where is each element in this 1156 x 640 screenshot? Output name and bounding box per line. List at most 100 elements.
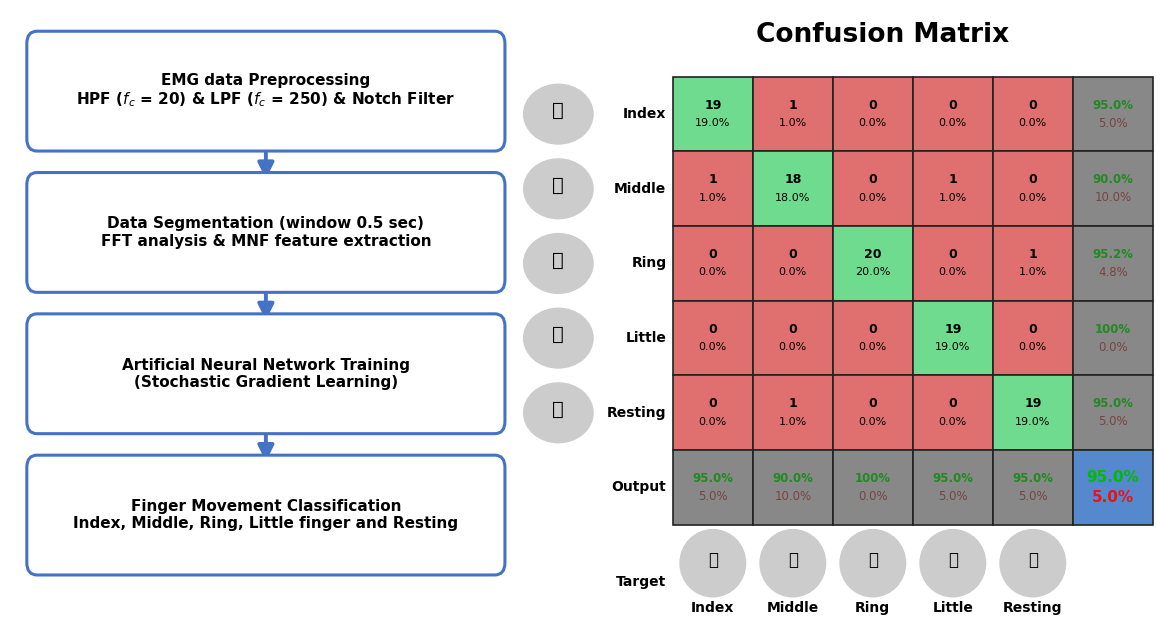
- Text: 1: 1: [1029, 248, 1037, 261]
- Text: 🖐: 🖐: [707, 551, 718, 569]
- Text: 🖐: 🖐: [948, 551, 958, 569]
- Text: 0: 0: [948, 248, 957, 261]
- Text: 0: 0: [948, 397, 957, 410]
- Text: 5.0%: 5.0%: [1018, 490, 1047, 503]
- Ellipse shape: [524, 383, 593, 443]
- Ellipse shape: [840, 530, 905, 596]
- Text: 0.0%: 0.0%: [1018, 118, 1047, 128]
- Text: 1.0%: 1.0%: [779, 118, 807, 128]
- Text: 1.0%: 1.0%: [939, 193, 966, 203]
- Text: 0: 0: [1029, 323, 1037, 335]
- Text: 0.0%: 0.0%: [698, 268, 727, 277]
- Text: Resting: Resting: [1003, 601, 1062, 615]
- Text: 100%: 100%: [854, 472, 891, 485]
- Text: 0: 0: [868, 323, 877, 335]
- Text: 1: 1: [948, 173, 957, 186]
- Text: 🖐: 🖐: [1028, 551, 1038, 569]
- Text: 19: 19: [704, 99, 721, 111]
- Bar: [993, 77, 1073, 152]
- Text: 0: 0: [788, 248, 798, 261]
- Bar: [753, 152, 832, 226]
- Text: 0.0%: 0.0%: [1018, 342, 1047, 352]
- Bar: [673, 77, 753, 152]
- Bar: [913, 376, 993, 450]
- Text: 95.2%: 95.2%: [1092, 248, 1133, 261]
- Text: Finger Movement Classification
Index, Middle, Ring, Little finger and Resting: Finger Movement Classification Index, Mi…: [73, 499, 459, 531]
- Text: 5.0%: 5.0%: [1091, 490, 1134, 505]
- Text: 1.0%: 1.0%: [779, 417, 807, 427]
- Ellipse shape: [920, 530, 986, 596]
- Text: 95.0%: 95.0%: [692, 472, 733, 485]
- Ellipse shape: [524, 84, 593, 144]
- Text: 0: 0: [868, 99, 877, 111]
- Text: 🖐: 🖐: [553, 176, 564, 195]
- Text: 4.8%: 4.8%: [1098, 266, 1128, 279]
- Text: Output: Output: [612, 481, 667, 495]
- Bar: [832, 450, 913, 525]
- Bar: [913, 450, 993, 525]
- Text: 100%: 100%: [1095, 323, 1131, 335]
- Ellipse shape: [759, 530, 825, 596]
- Text: 1: 1: [709, 173, 717, 186]
- Bar: [753, 77, 832, 152]
- Text: 0.0%: 0.0%: [859, 193, 887, 203]
- Text: 0: 0: [709, 397, 717, 410]
- Bar: [993, 226, 1073, 301]
- Text: EMG data Preprocessing
HPF ($\it{f}_c$ = 20) & LPF ($\it{f}_c$ = 250) & Notch Fi: EMG data Preprocessing HPF ($\it{f}_c$ =…: [76, 73, 455, 109]
- Bar: [832, 376, 913, 450]
- Bar: [753, 301, 832, 376]
- Text: 0: 0: [709, 248, 717, 261]
- Bar: [673, 376, 753, 450]
- Bar: [673, 152, 753, 226]
- Text: 0.0%: 0.0%: [939, 118, 966, 128]
- Text: 19.0%: 19.0%: [1015, 417, 1051, 427]
- Bar: [913, 77, 993, 152]
- Text: 10.0%: 10.0%: [775, 490, 812, 503]
- Text: 0.0%: 0.0%: [698, 417, 727, 427]
- Text: 0.0%: 0.0%: [858, 490, 888, 503]
- Text: 🖐: 🖐: [553, 400, 564, 419]
- Bar: [832, 226, 913, 301]
- Text: 19: 19: [1024, 397, 1042, 410]
- Text: 20: 20: [864, 248, 882, 261]
- Text: 0.0%: 0.0%: [859, 118, 887, 128]
- Text: 10.0%: 10.0%: [1095, 191, 1132, 204]
- Text: 5.0%: 5.0%: [1098, 415, 1127, 428]
- Text: 0.0%: 0.0%: [939, 268, 966, 277]
- Bar: [1073, 226, 1153, 301]
- Text: Target: Target: [616, 575, 667, 589]
- FancyBboxPatch shape: [27, 455, 505, 575]
- Text: 0.0%: 0.0%: [698, 342, 727, 352]
- Text: 5.0%: 5.0%: [1098, 116, 1127, 129]
- Text: Data Segmentation (window 0.5 sec)
FFT analysis & MNF feature extraction: Data Segmentation (window 0.5 sec) FFT a…: [101, 216, 431, 249]
- Bar: [1073, 450, 1153, 525]
- Text: 95.0%: 95.0%: [1092, 397, 1133, 410]
- Bar: [913, 152, 993, 226]
- Text: 95.0%: 95.0%: [1087, 470, 1139, 485]
- FancyBboxPatch shape: [27, 314, 505, 434]
- Text: 🖐: 🖐: [553, 101, 564, 120]
- Text: Index: Index: [691, 601, 734, 615]
- FancyBboxPatch shape: [27, 31, 505, 151]
- Bar: [993, 376, 1073, 450]
- Text: Middle: Middle: [766, 601, 818, 615]
- Bar: [753, 450, 832, 525]
- FancyBboxPatch shape: [27, 173, 505, 292]
- Bar: [753, 376, 832, 450]
- Text: 1: 1: [788, 99, 798, 111]
- Bar: [673, 301, 753, 376]
- Text: 🖐: 🖐: [553, 325, 564, 344]
- Text: 0.0%: 0.0%: [939, 417, 966, 427]
- Ellipse shape: [1000, 530, 1066, 596]
- Text: Artificial Neural Network Training
(Stochastic Gradient Learning): Artificial Neural Network Training (Stoc…: [121, 358, 410, 390]
- Text: 1.0%: 1.0%: [698, 193, 727, 203]
- Bar: [832, 301, 913, 376]
- Bar: [673, 450, 753, 525]
- Text: 95.0%: 95.0%: [932, 472, 973, 485]
- Text: 🖐: 🖐: [787, 551, 798, 569]
- Bar: [832, 77, 913, 152]
- Text: 20.0%: 20.0%: [855, 268, 890, 277]
- Text: 95.0%: 95.0%: [1013, 472, 1053, 485]
- Text: 0: 0: [868, 173, 877, 186]
- Text: Confusion Matrix: Confusion Matrix: [756, 22, 1009, 49]
